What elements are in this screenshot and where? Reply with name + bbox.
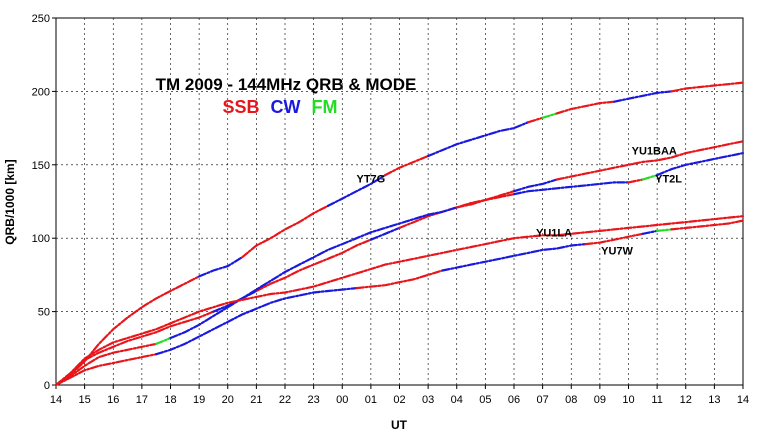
series-segment-fm — [155, 336, 172, 345]
station-label-yu1la: YU1LA — [536, 228, 572, 240]
x-tick-label: 00 — [336, 394, 348, 406]
x-tick-label: 22 — [279, 394, 291, 406]
x-axis-ticks: 14 15 16 17 18 19 20 21 22 23 00 01 02 03 04 05 06 07 08 09… — [50, 385, 749, 406]
station-label-yu1baa: YU1BAA — [632, 146, 677, 158]
series-segment-ssb — [54, 353, 158, 387]
y-axis-ticks: 0 50 100 150 200 250 — [32, 13, 56, 392]
series-segment-cw — [326, 174, 387, 207]
series-segment-cw — [441, 243, 587, 272]
station-label-yt7g: YT7G — [357, 173, 386, 185]
x-tick-label: 03 — [422, 394, 434, 406]
series-segment-cw — [155, 287, 358, 356]
series-segment-ssb — [527, 116, 544, 124]
series-segment-ssb — [54, 342, 158, 387]
series-segment-ssb — [670, 219, 745, 231]
x-tick-label: 07 — [537, 394, 549, 406]
x-tick-label: 23 — [308, 394, 320, 406]
grid-lines — [56, 18, 743, 385]
x-tick-label: 19 — [193, 394, 205, 406]
x-tick-label: 14 — [737, 394, 749, 406]
series-segment-ssb — [355, 269, 444, 290]
x-tick-label: 10 — [622, 394, 634, 406]
x-tick-label: 04 — [451, 394, 463, 406]
y-tick-label: 250 — [32, 13, 50, 25]
legend-cw: CW — [271, 97, 301, 117]
y-tick-label: 100 — [32, 233, 50, 245]
series-segment-ssb — [255, 238, 372, 293]
series-segment-ssb — [555, 100, 616, 115]
series-yt7g — [54, 81, 745, 387]
series-segment-cw — [613, 90, 673, 103]
series-segment-cw — [369, 226, 401, 241]
mode-legend: SSB CW FM — [222, 97, 337, 117]
x-tick-label: 05 — [479, 394, 491, 406]
series-segment-fm — [541, 112, 559, 119]
station-label-yu7w: YU7W — [601, 245, 633, 257]
x-tick-label: 09 — [594, 394, 606, 406]
y-tick-label: 50 — [38, 307, 50, 319]
x-tick-label: 15 — [79, 394, 91, 406]
series-segment-cw — [655, 152, 745, 177]
x-tick-label: 18 — [164, 394, 176, 406]
station-label-yt2l: YT2L — [655, 173, 682, 185]
series-segment-cw — [169, 206, 458, 340]
station-labels: YT7G YU1BAA YT2L YU1LA YU7W — [357, 146, 683, 258]
series-segment-ssb — [241, 204, 329, 259]
y-axis-title: QRB/1000 [km] — [3, 159, 17, 244]
series-segment-ssb — [584, 232, 644, 246]
y-tick-label: 150 — [32, 160, 50, 172]
x-tick-label: 13 — [708, 394, 720, 406]
x-tick-label: 17 — [136, 394, 148, 406]
series-segment-fm — [655, 228, 673, 232]
series-segment-ssb — [455, 193, 516, 209]
series-segment-cw — [512, 178, 559, 193]
series-segment-cw — [198, 256, 244, 278]
x-tick-label: 20 — [222, 394, 234, 406]
series-layer — [54, 81, 745, 387]
x-tick-label: 21 — [250, 394, 262, 406]
x-tick-label: 06 — [508, 394, 520, 406]
series-yu1la — [54, 215, 745, 387]
legend-ssb: SSB — [222, 97, 259, 117]
x-axis-title: UT — [391, 418, 408, 432]
x-tick-label: 08 — [565, 394, 577, 406]
series-segment-ssb — [555, 140, 745, 181]
x-tick-label: 12 — [680, 394, 692, 406]
chart-title: TM 2009 - 144MHz QRB & MODE — [156, 75, 417, 94]
series-segment-ssb — [627, 178, 644, 184]
series-segment-ssb — [670, 81, 745, 93]
series-yt2l — [54, 152, 745, 387]
y-tick-label: 200 — [32, 86, 50, 98]
series-segment-fm — [641, 174, 659, 181]
series-yu7w — [54, 219, 745, 387]
x-tick-label: 16 — [107, 394, 119, 406]
series-segment-cw — [641, 229, 659, 235]
series-segment-ssb — [384, 154, 430, 177]
series-segment-cw — [427, 121, 530, 158]
x-tick-label: 14 — [50, 394, 62, 406]
legend-fm: FM — [312, 97, 338, 117]
y-tick-label: 0 — [44, 380, 50, 392]
x-tick-label: 02 — [393, 394, 405, 406]
series-segment-ssb — [54, 215, 745, 387]
series-segment-cw — [512, 181, 630, 196]
x-tick-label: 11 — [651, 394, 662, 406]
x-tick-label: 01 — [365, 394, 377, 406]
